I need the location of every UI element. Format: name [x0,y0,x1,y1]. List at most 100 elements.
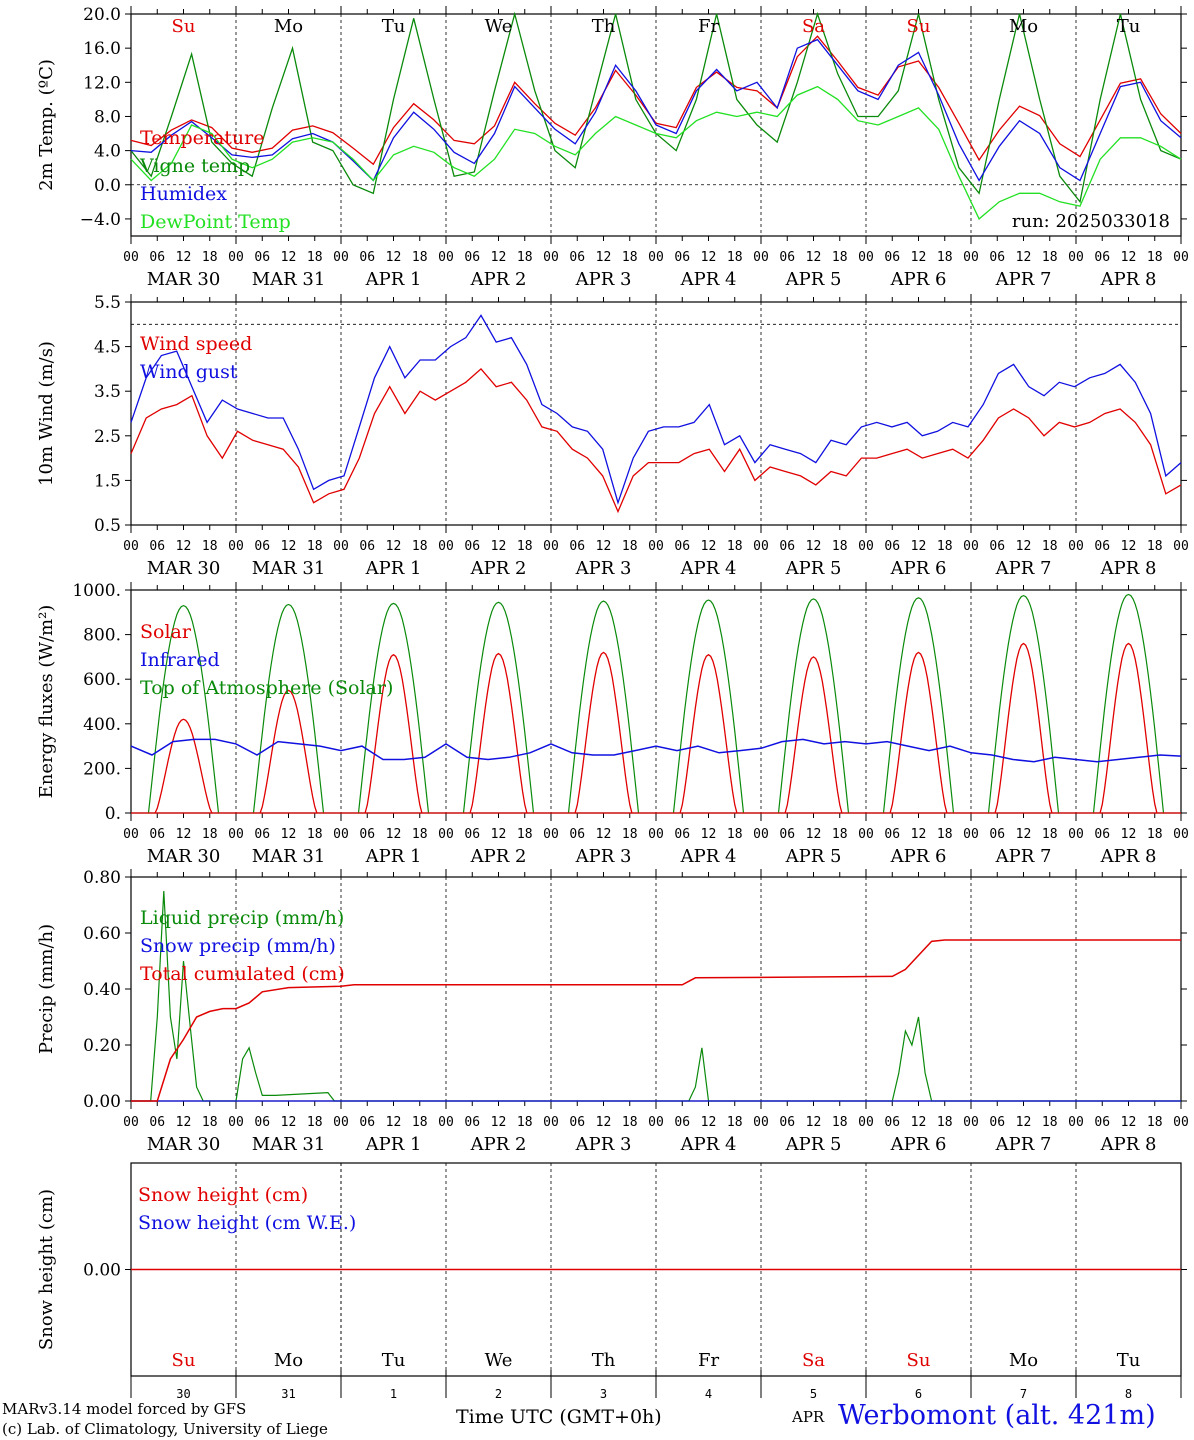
x-tick-label: 06 [989,250,1005,265]
x-tick-label: 00 [543,250,559,265]
x-tick-label: 12 [1121,539,1137,554]
x-tick-label: 12 [176,539,192,554]
y-axis-title: 10m Wind (m/s) [36,341,57,486]
day-number: 2 [495,1387,502,1401]
x-tick-label: 18 [622,539,638,554]
x-tick-label: 06 [779,1115,795,1130]
y-tick-label: 16.0 [83,39,121,59]
y-axis-title: 2m Temp. (ºC) [36,59,57,191]
x-tick-label: 18 [202,250,218,265]
weekday-label: Su [172,16,196,37]
legend-entry: Total cumulated (cm) [140,963,345,985]
x-tick-label: 18 [727,1115,743,1130]
date-label: MAR 30 [147,269,221,290]
weekday-label: Tu [382,1350,406,1371]
x-tick-label: 06 [149,539,165,554]
weekday-label: Fr [698,1350,719,1371]
x-tick-label: 12 [596,1115,612,1130]
x-tick-label: 18 [727,250,743,265]
x-tick-label: 06 [464,250,480,265]
x-tick-label: 18 [412,250,428,265]
x-tick-label: 06 [254,1115,270,1130]
day-number: 8 [1125,1387,1132,1401]
x-tick-label: 12 [1016,250,1032,265]
x-tick-label: 12 [1016,827,1032,842]
legend-entry: DewPoint Temp [140,211,291,233]
date-label: APR 7 [995,558,1052,579]
y-tick-label: 1000. [72,581,121,601]
y-tick-label: 0.00 [83,1261,121,1281]
date-label: APR 8 [1100,269,1157,290]
x-tick-label: 18 [937,827,953,842]
x-tick-label: 06 [464,1115,480,1130]
weekday-label: Su [907,16,931,37]
date-label: APR 7 [995,1134,1052,1155]
x-axis-title: Time UTC (GMT+0h) [456,1406,662,1428]
legend-entry: Snow precip (mm/h) [140,935,336,957]
legend-entry: Liquid precip (mm/h) [140,907,344,929]
date-label: APR 6 [890,269,947,290]
x-tick-label: 00 [1068,250,1084,265]
y-tick-label: 0.40 [83,980,121,1000]
model-credit: MARv3.14 model forced by GFS [2,1400,246,1418]
series-wind-gust [131,315,1181,502]
x-tick-label: 12 [491,827,507,842]
series-toa-solar [1094,595,1164,814]
x-tick-label: 06 [254,827,270,842]
date-label: APR 2 [470,558,527,579]
x-tick-label: 00 [963,827,979,842]
legend-entry: Humidex [140,183,227,205]
series-toa-solar [674,600,744,813]
x-tick-label: 00 [333,250,349,265]
x-tick-label: 18 [937,1115,953,1130]
y-tick-label: 5.5 [94,293,121,313]
x-tick-label: 12 [386,250,402,265]
x-tick-label: 06 [359,827,375,842]
y-tick-label: 20.0 [83,5,121,25]
x-tick-label: 00 [858,827,874,842]
x-tick-label: 06 [1094,827,1110,842]
x-tick-label: 00 [963,1115,979,1130]
x-tick-label: 18 [727,539,743,554]
x-tick-label: 18 [517,1115,533,1130]
weekday-label: We [485,1350,513,1371]
date-label: APR 7 [995,846,1052,867]
date-label: APR 2 [470,846,527,867]
x-tick-label: 00 [753,1115,769,1130]
day-number: 7 [1020,1387,1027,1401]
x-tick-label: 18 [1042,539,1058,554]
y-tick-label: 0.20 [83,1036,121,1056]
x-tick-label: 00 [963,250,979,265]
x-tick-label: 12 [806,539,822,554]
date-label: APR 7 [995,269,1052,290]
weekday-label: Th [592,1350,616,1371]
legend-entry: Temperature [140,127,264,149]
x-tick-label: 06 [884,827,900,842]
x-tick-label: 00 [1173,539,1189,554]
series-solar [260,690,317,813]
y-tick-label: −4.0 [80,210,121,230]
y-tick-label: 4.0 [94,142,121,162]
x-tick-label: 06 [464,827,480,842]
legend-entry: Solar [140,621,192,643]
weekday-label: Th [592,16,616,37]
x-tick-label: 00 [228,250,244,265]
footer-lab: (c) Lab. of Climatology, University of L… [2,1419,328,1438]
date-label: APR 3 [575,269,632,290]
x-tick-label: 00 [438,250,454,265]
weekday-label: Sa [802,16,825,37]
x-tick-label: 06 [674,1115,690,1130]
x-tick-label: 06 [254,250,270,265]
x-tick-label: 00 [753,250,769,265]
x-tick-label: 18 [202,1115,218,1130]
date-label: APR 3 [575,1134,632,1155]
weekday-label: Mo [1009,16,1038,37]
x-tick-label: 18 [307,539,323,554]
station-label: Werbomont (alt. 421m) [838,1400,1156,1431]
y-axis-title: Precip (mm/h) [36,924,57,1054]
x-tick-label: 00 [753,539,769,554]
x-tick-label: 18 [412,539,428,554]
series-toa-solar [779,599,849,813]
x-tick-label: 06 [569,250,585,265]
x-tick-label: 12 [281,539,297,554]
